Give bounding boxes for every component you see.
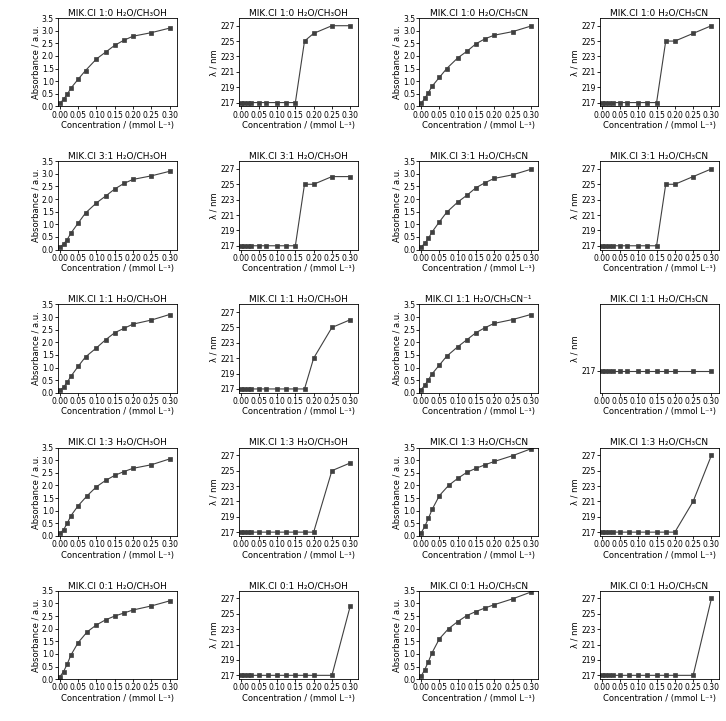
- X-axis label: Concentration / (mmol L⁻¹): Concentration / (mmol L⁻¹): [242, 407, 354, 416]
- Y-axis label: Absorbance / a.u.: Absorbance / a.u.: [393, 311, 401, 386]
- Y-axis label: λ / nm: λ / nm: [210, 192, 219, 218]
- Title: MIK.Cl 3:1 H₂O/CH₃CN: MIK.Cl 3:1 H₂O/CH₃CN: [430, 151, 528, 161]
- Title: MIK.Cl 0:1 H₂O/CH₃CN: MIK.Cl 0:1 H₂O/CH₃CN: [430, 581, 528, 590]
- X-axis label: Concentration / (mmol L⁻¹): Concentration / (mmol L⁻¹): [603, 264, 716, 273]
- Title: MIK.Cl 1:1 H₂O/CH₃OH: MIK.Cl 1:1 H₂O/CH₃OH: [249, 295, 348, 304]
- X-axis label: Concentration / (mmol L⁻¹): Concentration / (mmol L⁻¹): [603, 694, 716, 703]
- Title: MIK.Cl 1:3 H₂O/CH₃OH: MIK.Cl 1:3 H₂O/CH₃OH: [68, 438, 167, 447]
- Y-axis label: λ / nm: λ / nm: [210, 49, 219, 76]
- X-axis label: Concentration / (mmol L⁻¹): Concentration / (mmol L⁻¹): [603, 551, 716, 559]
- Y-axis label: Absorbance / a.u.: Absorbance / a.u.: [393, 455, 401, 528]
- Title: MIK.Cl 1:0 H₂O/CH₃CN: MIK.Cl 1:0 H₂O/CH₃CN: [430, 8, 528, 17]
- Y-axis label: Absorbance / a.u.: Absorbance / a.u.: [393, 169, 401, 242]
- X-axis label: Concentration / (mmol L⁻¹): Concentration / (mmol L⁻¹): [423, 551, 535, 559]
- X-axis label: Concentration / (mmol L⁻¹): Concentration / (mmol L⁻¹): [242, 551, 354, 559]
- Y-axis label: λ / nm: λ / nm: [571, 49, 580, 76]
- Title: MIK.Cl 1:0 H₂O/CH₃OH: MIK.Cl 1:0 H₂O/CH₃OH: [68, 8, 167, 17]
- X-axis label: Concentration / (mmol L⁻¹): Concentration / (mmol L⁻¹): [61, 407, 174, 416]
- X-axis label: Concentration / (mmol L⁻¹): Concentration / (mmol L⁻¹): [603, 121, 716, 130]
- X-axis label: Concentration / (mmol L⁻¹): Concentration / (mmol L⁻¹): [423, 121, 535, 130]
- X-axis label: Concentration / (mmol L⁻¹): Concentration / (mmol L⁻¹): [61, 121, 174, 130]
- Y-axis label: Absorbance / a.u.: Absorbance / a.u.: [31, 455, 41, 528]
- X-axis label: Concentration / (mmol L⁻¹): Concentration / (mmol L⁻¹): [242, 121, 354, 130]
- Y-axis label: λ / nm: λ / nm: [571, 479, 580, 505]
- Y-axis label: λ / nm: λ / nm: [210, 479, 219, 505]
- X-axis label: Concentration / (mmol L⁻¹): Concentration / (mmol L⁻¹): [423, 407, 535, 416]
- Y-axis label: λ / nm: λ / nm: [571, 622, 580, 648]
- X-axis label: Concentration / (mmol L⁻¹): Concentration / (mmol L⁻¹): [423, 694, 535, 703]
- Title: MIK.Cl 0:1 H₂O/CH₃OH: MIK.Cl 0:1 H₂O/CH₃OH: [68, 581, 167, 590]
- X-axis label: Concentration / (mmol L⁻¹): Concentration / (mmol L⁻¹): [242, 694, 354, 703]
- Title: MIK.Cl 1:0 H₂O/CH₃CN: MIK.Cl 1:0 H₂O/CH₃CN: [611, 8, 709, 17]
- X-axis label: Concentration / (mmol L⁻¹): Concentration / (mmol L⁻¹): [242, 264, 354, 273]
- Title: MIK.Cl 1:1 H₂O/CH₃CN: MIK.Cl 1:1 H₂O/CH₃CN: [611, 295, 709, 304]
- Title: MIK.Cl 1:3 H₂O/CH₃CN: MIK.Cl 1:3 H₂O/CH₃CN: [611, 438, 709, 447]
- Title: MIK.Cl 3:1 H₂O/CH₃OH: MIK.Cl 3:1 H₂O/CH₃OH: [249, 151, 348, 161]
- Y-axis label: Absorbance / a.u.: Absorbance / a.u.: [31, 25, 41, 99]
- Y-axis label: λ / nm: λ / nm: [571, 335, 580, 362]
- X-axis label: Concentration / (mmol L⁻¹): Concentration / (mmol L⁻¹): [61, 551, 174, 559]
- Title: MIK.Cl 1:0 H₂O/CH₃OH: MIK.Cl 1:0 H₂O/CH₃OH: [249, 8, 348, 17]
- Title: MIK.Cl 3:1 H₂O/CH₃CN: MIK.Cl 3:1 H₂O/CH₃CN: [611, 151, 709, 161]
- Title: MIK.Cl 3:1 H₂O/CH₃OH: MIK.Cl 3:1 H₂O/CH₃OH: [68, 151, 167, 161]
- X-axis label: Concentration / (mmol L⁻¹): Concentration / (mmol L⁻¹): [603, 407, 716, 416]
- Title: MIK.Cl 1:3 H₂O/CH₃OH: MIK.Cl 1:3 H₂O/CH₃OH: [249, 438, 348, 447]
- Y-axis label: Absorbance / a.u.: Absorbance / a.u.: [393, 25, 401, 99]
- Title: MIK.Cl 1:1 H₂O/CH₃CN⁻¹: MIK.Cl 1:1 H₂O/CH₃CN⁻¹: [425, 295, 532, 304]
- Title: MIK.Cl 0:1 H₂O/CH₃OH: MIK.Cl 0:1 H₂O/CH₃OH: [249, 581, 348, 590]
- Title: MIK.Cl 0:1 H₂O/CH₃CN: MIK.Cl 0:1 H₂O/CH₃CN: [611, 581, 709, 590]
- Y-axis label: λ / nm: λ / nm: [210, 335, 219, 362]
- X-axis label: Concentration / (mmol L⁻¹): Concentration / (mmol L⁻¹): [61, 264, 174, 273]
- Title: MIK.Cl 1:3 H₂O/CH₃CN: MIK.Cl 1:3 H₂O/CH₃CN: [430, 438, 528, 447]
- Y-axis label: Absorbance / a.u.: Absorbance / a.u.: [393, 598, 401, 672]
- Y-axis label: λ / nm: λ / nm: [210, 622, 219, 648]
- X-axis label: Concentration / (mmol L⁻¹): Concentration / (mmol L⁻¹): [61, 694, 174, 703]
- Y-axis label: Absorbance / a.u.: Absorbance / a.u.: [31, 598, 41, 672]
- Y-axis label: Absorbance / a.u.: Absorbance / a.u.: [31, 169, 41, 242]
- Y-axis label: λ / nm: λ / nm: [571, 192, 580, 218]
- Title: MIK.Cl 1:1 H₂O/CH₃OH: MIK.Cl 1:1 H₂O/CH₃OH: [68, 295, 167, 304]
- X-axis label: Concentration / (mmol L⁻¹): Concentration / (mmol L⁻¹): [423, 264, 535, 273]
- Y-axis label: Absorbance / a.u.: Absorbance / a.u.: [31, 311, 41, 386]
